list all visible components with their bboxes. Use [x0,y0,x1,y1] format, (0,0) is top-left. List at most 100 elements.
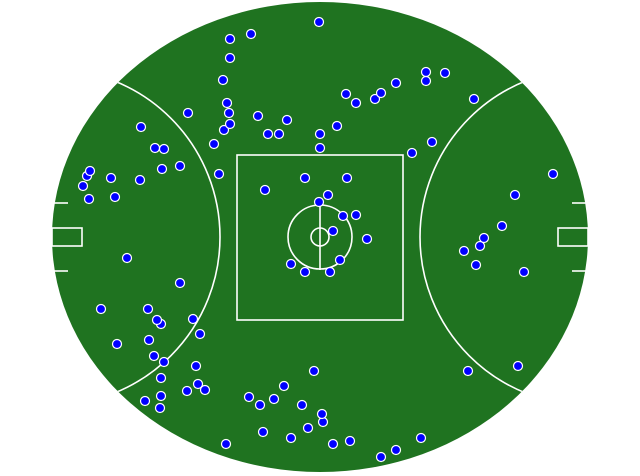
point [299,172,311,184]
point [190,360,202,372]
point [344,435,356,447]
point [221,97,233,109]
point [105,172,117,184]
point [218,124,230,136]
centre-square [236,154,404,321]
point [375,451,387,463]
point [158,356,170,368]
point [406,147,418,159]
point [139,395,151,407]
point [512,360,524,372]
point [268,393,280,405]
point [135,121,147,133]
point [420,66,432,78]
point [509,189,521,201]
point [182,107,194,119]
point [316,408,328,420]
point [337,210,349,222]
point [245,28,257,40]
point [199,384,211,396]
point [426,136,438,148]
point [478,232,490,244]
point [361,233,373,245]
point [142,303,154,315]
point [155,372,167,384]
points [77,16,559,463]
point [149,142,161,154]
point [83,193,95,205]
point [223,107,235,119]
point [496,220,508,232]
point [224,118,236,130]
point [143,334,155,346]
point [224,52,236,64]
point [324,266,336,278]
point [350,209,362,221]
point [308,365,320,377]
point [194,328,206,340]
point [174,277,186,289]
point [262,128,274,140]
point [217,74,229,86]
point [299,266,311,278]
point [148,350,160,362]
point [341,172,353,184]
point [254,399,266,411]
point [174,160,186,172]
point [154,402,166,414]
point [296,399,308,411]
point [340,88,352,100]
goal-square-left [51,227,83,247]
point [439,67,451,79]
point [252,110,264,122]
point [314,142,326,154]
point [322,189,334,201]
point [375,87,387,99]
point [224,33,236,45]
point [369,93,381,105]
point [273,128,285,140]
point [462,365,474,377]
point [390,77,402,89]
point [302,422,314,434]
point [327,225,339,237]
point [109,191,121,203]
point [327,438,339,450]
point [415,432,427,444]
arc-right [419,68,588,406]
point [285,432,297,444]
point [285,258,297,270]
point [257,426,269,438]
point [278,380,290,392]
point [334,254,346,266]
point [77,180,89,192]
point [281,114,293,126]
point [314,128,326,140]
point [468,93,480,105]
point [181,385,193,397]
point [187,313,199,325]
point [390,444,402,456]
point [243,391,255,403]
point [155,390,167,402]
point [350,97,362,109]
point [95,303,107,315]
point [220,438,232,450]
point [259,184,271,196]
point [474,240,486,252]
point [213,168,225,180]
point [518,266,530,278]
point [458,245,470,257]
point [470,259,482,271]
point [151,314,163,326]
point [313,196,325,208]
point [158,143,170,155]
point [156,163,168,175]
arc-left [52,68,221,406]
point [84,165,96,177]
point [331,120,343,132]
point [121,252,133,264]
goal-square-right [557,227,589,247]
point [192,378,204,390]
